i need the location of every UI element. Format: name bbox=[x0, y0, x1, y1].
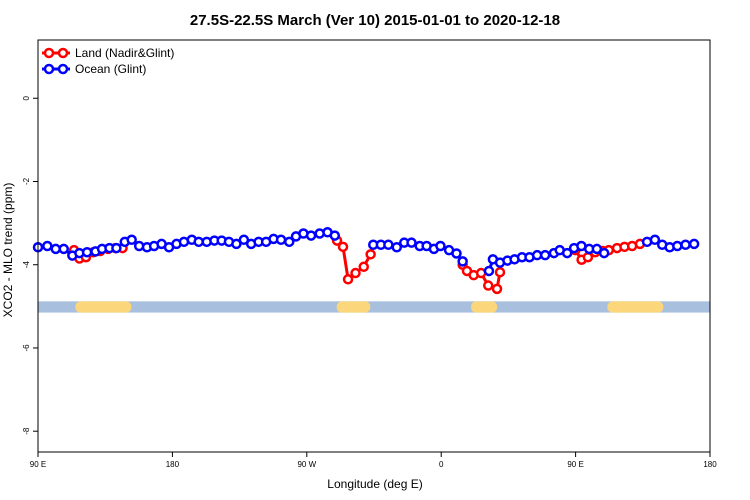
ocean-data-point bbox=[598, 247, 610, 259]
x-tick-label: 180 bbox=[703, 460, 717, 469]
ocean-data-point bbox=[406, 237, 417, 248]
land-data-point bbox=[365, 249, 376, 260]
ocean-data-point bbox=[672, 240, 683, 252]
land-band bbox=[75, 301, 132, 313]
y-tick-label: 0 bbox=[22, 95, 31, 100]
legend-marker-ocean bbox=[57, 63, 69, 75]
land-band bbox=[607, 301, 664, 313]
ocean-data-point bbox=[238, 234, 250, 246]
ocean-data-point bbox=[42, 240, 53, 252]
y-tick-label: -2 bbox=[22, 177, 31, 185]
land-data-point bbox=[482, 280, 494, 291]
ocean-data-point bbox=[457, 256, 468, 267]
ocean-data-point bbox=[451, 248, 462, 259]
ocean-data-point bbox=[111, 242, 122, 254]
ocean-data-point bbox=[305, 230, 317, 241]
y-tick-label: -6 bbox=[22, 344, 31, 352]
land-data-point bbox=[337, 241, 349, 253]
surface-band bbox=[38, 301, 710, 313]
ocean-data-point bbox=[391, 241, 403, 253]
x-tick-label: 0 bbox=[439, 460, 444, 469]
ocean-data-point bbox=[483, 265, 495, 277]
chart-title: 27.5S-22.5S March (Ver 10) 2015-01-01 to… bbox=[190, 12, 560, 29]
ocean-data-point bbox=[688, 238, 700, 250]
legend-label-land: Land (Nadir&Glint) bbox=[75, 46, 174, 60]
legend: Land (Nadir&Glint) Ocean (Glint) bbox=[42, 46, 174, 76]
y-axis: 0 -2 -4 -6 -8 bbox=[22, 95, 38, 435]
ocean-data-point bbox=[561, 247, 573, 259]
ocean-band bbox=[38, 301, 710, 313]
ocean-data-point bbox=[649, 234, 661, 246]
ocean-data-point bbox=[329, 230, 341, 241]
land-data-point bbox=[342, 274, 354, 285]
ocean-data-point bbox=[591, 243, 603, 255]
legend-marker-land bbox=[43, 47, 55, 59]
land-band bbox=[471, 301, 498, 313]
y-tick-label: -8 bbox=[22, 427, 31, 435]
y-tick-label: -4 bbox=[22, 261, 31, 269]
series-layer bbox=[32, 227, 700, 295]
ocean-data-point bbox=[275, 234, 287, 246]
x-tick-label: 90 E bbox=[567, 460, 583, 469]
ocean-data-point bbox=[680, 239, 691, 251]
ocean-data-point bbox=[126, 234, 137, 246]
ocean-data-point bbox=[284, 236, 295, 248]
legend-marker-ocean bbox=[43, 63, 55, 75]
ocean-data-point bbox=[383, 239, 394, 251]
ocean-data-point bbox=[231, 238, 242, 250]
y-axis-label: XCO2 - MLO trend (ppm) bbox=[1, 183, 15, 318]
x-tick-label: 90 E bbox=[30, 460, 46, 469]
ocean-data-point bbox=[81, 246, 93, 258]
legend-marker-land bbox=[57, 47, 69, 59]
land-data-point bbox=[494, 266, 506, 278]
land-data-point bbox=[358, 261, 369, 273]
x-axis-label: Longitude (deg E) bbox=[327, 477, 422, 491]
ocean-data-point bbox=[435, 240, 446, 252]
x-tick-label: 180 bbox=[166, 460, 180, 469]
ocean-data-point bbox=[58, 243, 70, 255]
ocean-data-point bbox=[539, 249, 551, 261]
land-data-point bbox=[350, 267, 361, 279]
legend-label-ocean: Ocean (Glint) bbox=[75, 62, 146, 76]
plot-frame bbox=[37, 39, 711, 453]
land-data-point bbox=[491, 283, 503, 295]
x-axis: 90 E 180 90 W 0 90 E 180 bbox=[30, 452, 717, 469]
x-tick-label: 90 W bbox=[297, 460, 316, 469]
land-band bbox=[336, 301, 371, 313]
